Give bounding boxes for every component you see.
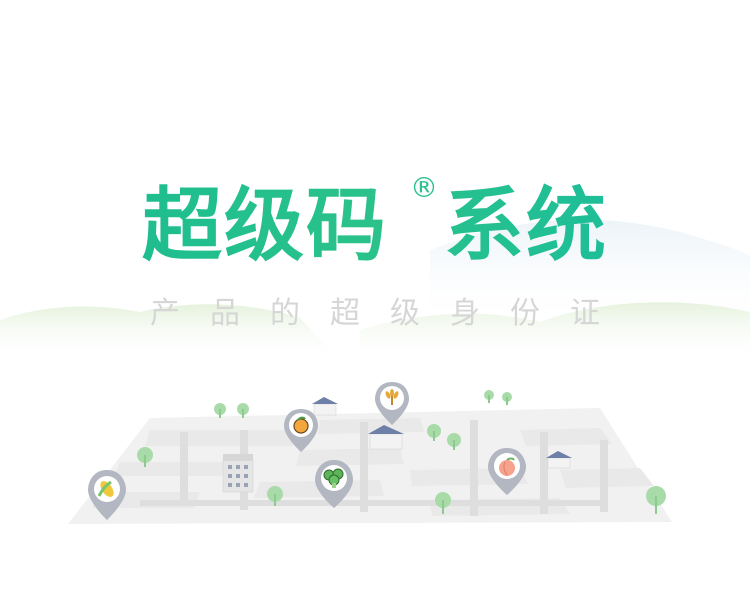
tree-icon: [137, 390, 666, 514]
corn-icon: [97, 480, 114, 497]
wheat-icon: [385, 389, 399, 405]
map-pin-orange: [284, 409, 318, 452]
house-icon: [312, 397, 338, 416]
map-pin-corn: [88, 470, 126, 520]
broccoli-icon: [323, 468, 344, 488]
hill-green-right: [360, 302, 750, 360]
hill-green-left: [0, 304, 340, 360]
map-pin-peach: [488, 448, 526, 495]
map-pin-wheat: [375, 382, 409, 425]
house-icon: [368, 425, 404, 450]
peach-icon: [499, 457, 515, 476]
brand-title: 超级码 系统 ®: [142, 174, 608, 274]
map-base: [68, 408, 672, 524]
house-icon: [546, 451, 572, 469]
map-pin-broccoli: [315, 460, 353, 508]
building-icon: [222, 454, 254, 493]
brand-subtitle: 产品的超级身份证: [150, 296, 630, 331]
registered-mark: ®: [410, 171, 440, 204]
orange-icon: [293, 416, 309, 434]
